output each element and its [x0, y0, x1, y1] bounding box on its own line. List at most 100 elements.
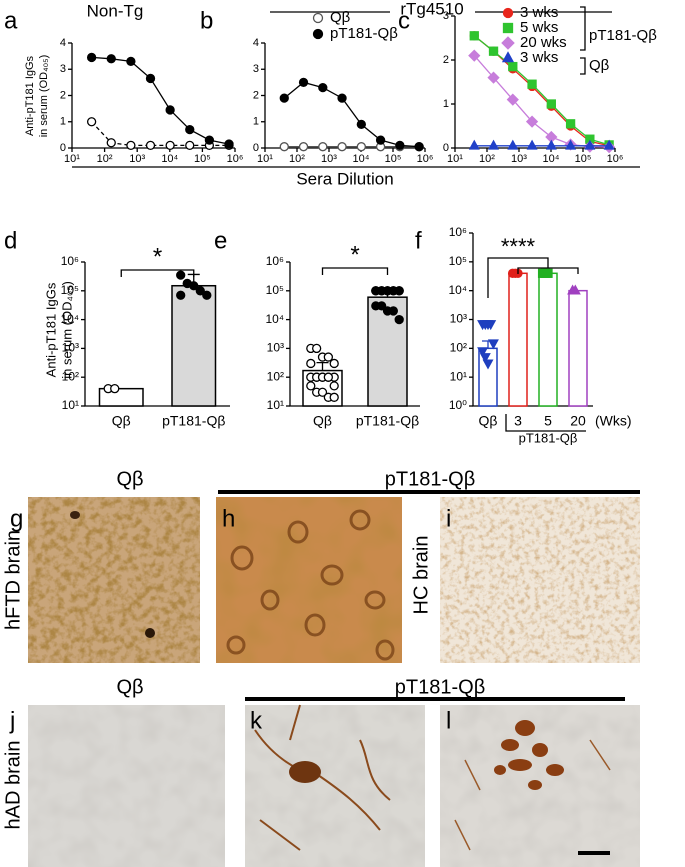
bar	[538, 272, 558, 407]
column-label: Qβ	[116, 676, 143, 698]
chart-title: Non-Tg	[87, 1, 144, 20]
y-tick-label: 10⁵	[266, 283, 284, 297]
marker	[479, 353, 491, 364]
texture	[440, 497, 640, 663]
marker	[543, 268, 553, 278]
x-tick-label: 5	[544, 413, 552, 429]
x-tick-label: Qβ	[479, 413, 498, 429]
legend-label: Qβ	[330, 9, 351, 26]
tangle	[289, 761, 321, 783]
row-label: HC brain	[410, 536, 432, 615]
marker	[502, 7, 514, 19]
x-tick-label: 10⁵	[385, 153, 402, 165]
y-tick-label: 10¹	[62, 398, 79, 412]
marker	[477, 347, 489, 358]
marker	[356, 142, 366, 152]
y-tick-label: 4	[253, 37, 259, 49]
group-label: rTg4510	[400, 0, 463, 18]
x-tick-label: Qβ	[313, 413, 332, 429]
marker	[317, 387, 328, 397]
bar	[508, 272, 528, 407]
panel-label: a	[4, 7, 18, 34]
x-tick-label: 10¹	[257, 153, 273, 165]
bar	[568, 289, 588, 407]
marker	[195, 286, 205, 296]
marker	[569, 284, 581, 295]
marker	[565, 139, 577, 150]
marker	[337, 142, 347, 152]
y-tick-label: 0	[443, 142, 449, 154]
marker	[176, 290, 186, 300]
panel-label: j	[9, 707, 15, 734]
y-tick-label: 2	[60, 89, 66, 101]
error-bar	[316, 362, 329, 371]
x-tick-label: 10²	[479, 153, 495, 165]
x-tick-label: 10²	[289, 153, 305, 165]
marker	[488, 139, 500, 150]
marker	[110, 384, 120, 394]
y-axis-label: Anti-pT181 IgGs	[24, 55, 36, 136]
marker	[469, 31, 479, 41]
x-tick-label: 10⁶	[607, 153, 624, 165]
marker	[337, 93, 347, 103]
x-tick-label: 10⁵	[575, 153, 592, 165]
y-tick-label: 10⁶	[61, 254, 79, 268]
marker	[311, 343, 322, 354]
marker	[487, 339, 499, 350]
panel-label: g	[10, 505, 23, 532]
legend-group-label: Qβ	[589, 57, 610, 74]
marker	[545, 139, 557, 150]
y-tick-label: 1	[60, 116, 66, 128]
column-bar	[245, 697, 625, 701]
panel-label: e	[214, 227, 227, 254]
panel-label: d	[4, 227, 17, 254]
marker	[298, 142, 309, 152]
marker	[502, 22, 514, 34]
series-line	[91, 121, 229, 147]
panel-label: c	[398, 7, 410, 34]
marker	[318, 82, 328, 93]
marker	[202, 290, 212, 300]
y-tick-label: 10⁶	[449, 225, 467, 239]
x-tick-label: 10³	[129, 153, 145, 165]
y-tick-label: 10⁴	[60, 312, 79, 326]
y-tick-label: 3	[443, 10, 449, 22]
significance-bracket	[517, 267, 579, 274]
x-tick-label: 10⁴	[353, 153, 370, 165]
marker	[414, 142, 424, 152]
marker	[323, 352, 334, 362]
tangles	[494, 720, 564, 790]
group-label: pT181-Qβ	[519, 430, 578, 445]
marker	[306, 381, 316, 391]
x-tick-label: 10³	[511, 153, 527, 165]
marker	[106, 54, 116, 64]
marker	[394, 314, 404, 325]
texture	[216, 497, 402, 663]
legend-bracket	[580, 6, 586, 51]
marker	[488, 46, 499, 56]
marker	[508, 61, 518, 72]
marker	[312, 28, 324, 40]
marker	[507, 139, 519, 150]
texture	[28, 497, 200, 663]
marker	[279, 142, 289, 152]
panel-label: k	[250, 707, 263, 734]
bar	[171, 284, 217, 407]
y-tick-label: 1	[253, 116, 259, 128]
micrograph-row: Qβ pT181-Qβ j k l hAD brain	[2, 676, 640, 867]
x-tick-label: Qβ	[112, 413, 131, 429]
marker	[145, 73, 156, 84]
panel-label: i	[446, 505, 451, 532]
y-tick-label: 0	[60, 142, 66, 154]
significance-bracket	[321, 267, 389, 275]
marker	[526, 139, 538, 150]
x-tick-label: 20	[570, 413, 586, 429]
marker	[126, 140, 136, 151]
marker	[584, 139, 596, 150]
y-tick-label: 2	[443, 54, 449, 66]
marker	[468, 49, 481, 62]
marker	[501, 51, 515, 63]
x-tick-label: 10⁶	[417, 153, 434, 165]
marker	[86, 52, 97, 63]
significance-label: *	[350, 241, 359, 268]
